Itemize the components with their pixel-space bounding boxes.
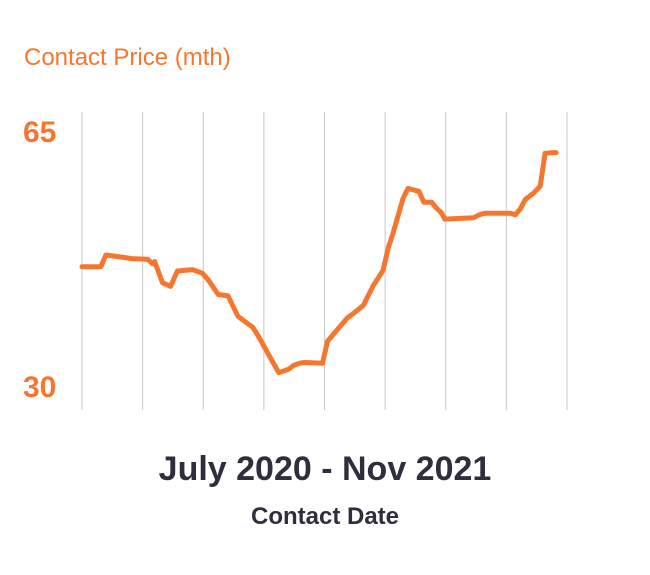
series-group bbox=[79, 150, 559, 376]
y-tick-label: 30 bbox=[23, 371, 57, 404]
x-axis-label: Contact Date bbox=[250, 503, 400, 530]
x-range-label: July 2020 - Nov 2021 bbox=[158, 450, 492, 488]
y-tick-label: 65 bbox=[23, 116, 57, 149]
y-axis-label: Contact Price (mth) bbox=[24, 44, 231, 71]
price-series-line bbox=[79, 150, 559, 376]
